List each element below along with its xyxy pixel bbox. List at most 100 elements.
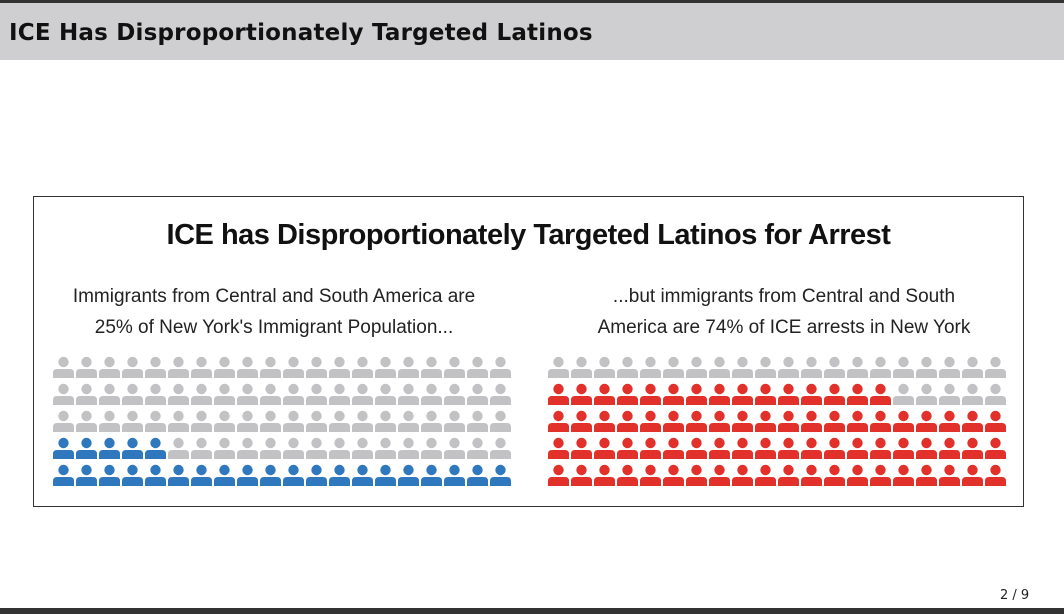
person-head bbox=[921, 410, 932, 422]
person-head bbox=[173, 410, 184, 422]
person-head bbox=[311, 383, 322, 395]
person-head bbox=[173, 437, 184, 449]
person-body bbox=[214, 396, 235, 405]
person-head bbox=[219, 464, 230, 476]
person-head bbox=[875, 356, 886, 368]
person-body bbox=[444, 477, 465, 486]
person-body bbox=[260, 369, 281, 378]
person-icon-highlighted bbox=[709, 437, 730, 459]
person-head bbox=[380, 356, 391, 368]
person-icon-highlighted bbox=[916, 464, 937, 486]
person-head bbox=[990, 410, 1001, 422]
person-body bbox=[283, 369, 304, 378]
person-head bbox=[334, 410, 345, 422]
person-icon bbox=[352, 437, 373, 459]
person-icon-highlighted bbox=[548, 410, 569, 432]
person-head bbox=[875, 464, 886, 476]
person-head bbox=[944, 464, 955, 476]
person-body bbox=[145, 477, 166, 486]
person-icon bbox=[398, 383, 419, 405]
person-icon-highlighted bbox=[778, 464, 799, 486]
person-body bbox=[916, 396, 937, 405]
person-icon bbox=[594, 356, 615, 378]
person-body bbox=[962, 423, 983, 432]
person-head bbox=[288, 383, 299, 395]
person-icon bbox=[168, 410, 189, 432]
person-head bbox=[357, 410, 368, 422]
person-head bbox=[875, 437, 886, 449]
person-body bbox=[709, 423, 730, 432]
person-head bbox=[760, 356, 771, 368]
person-icon-highlighted bbox=[732, 383, 753, 405]
person-body bbox=[939, 477, 960, 486]
person-body bbox=[801, 423, 822, 432]
person-head bbox=[380, 464, 391, 476]
person-head bbox=[806, 437, 817, 449]
person-body bbox=[352, 396, 373, 405]
person-head bbox=[472, 356, 483, 368]
person-head bbox=[576, 410, 587, 422]
person-icon bbox=[145, 356, 166, 378]
person-body bbox=[191, 450, 212, 459]
person-head bbox=[196, 410, 207, 422]
person-head bbox=[173, 464, 184, 476]
person-body bbox=[824, 450, 845, 459]
person-head bbox=[472, 383, 483, 395]
person-body bbox=[939, 450, 960, 459]
person-body bbox=[686, 477, 707, 486]
person-body bbox=[352, 477, 373, 486]
person-body bbox=[594, 423, 615, 432]
person-head bbox=[714, 437, 725, 449]
person-body bbox=[663, 477, 684, 486]
person-icon-highlighted bbox=[801, 410, 822, 432]
person-icon bbox=[490, 410, 511, 432]
person-icon bbox=[237, 437, 258, 459]
person-body bbox=[686, 396, 707, 405]
right-subtitle-line2: America are 74% of ICE arrests in New Yo… bbox=[597, 317, 971, 338]
person-head bbox=[242, 383, 253, 395]
person-body bbox=[352, 450, 373, 459]
person-icon-highlighted bbox=[237, 464, 258, 486]
person-icon bbox=[467, 383, 488, 405]
person-icon bbox=[352, 356, 373, 378]
person-body bbox=[870, 477, 891, 486]
person-body bbox=[594, 477, 615, 486]
person-head bbox=[622, 383, 633, 395]
person-icon bbox=[421, 356, 442, 378]
person-body bbox=[490, 396, 511, 405]
person-body bbox=[398, 396, 419, 405]
person-body bbox=[76, 369, 97, 378]
person-body bbox=[237, 369, 258, 378]
person-icon bbox=[306, 356, 327, 378]
person-icon-highlighted bbox=[870, 437, 891, 459]
person-body bbox=[571, 450, 592, 459]
person-body bbox=[617, 477, 638, 486]
person-body bbox=[801, 450, 822, 459]
person-head bbox=[403, 437, 414, 449]
person-body bbox=[548, 396, 569, 405]
person-head bbox=[783, 437, 794, 449]
person-head bbox=[852, 437, 863, 449]
person-body bbox=[306, 369, 327, 378]
person-icon bbox=[191, 383, 212, 405]
person-body bbox=[191, 396, 212, 405]
person-body bbox=[168, 477, 189, 486]
person-body bbox=[214, 477, 235, 486]
person-head bbox=[472, 437, 483, 449]
person-body bbox=[893, 369, 914, 378]
person-head bbox=[875, 383, 886, 395]
person-body bbox=[467, 450, 488, 459]
person-head bbox=[334, 383, 345, 395]
person-body bbox=[237, 477, 258, 486]
person-head bbox=[875, 410, 886, 422]
person-icon bbox=[893, 356, 914, 378]
person-head bbox=[668, 410, 679, 422]
person-icon-highlighted bbox=[663, 383, 684, 405]
person-head bbox=[668, 356, 679, 368]
person-body bbox=[640, 477, 661, 486]
person-icon-highlighted bbox=[571, 410, 592, 432]
person-body bbox=[709, 369, 730, 378]
person-head bbox=[944, 437, 955, 449]
person-body bbox=[686, 423, 707, 432]
person-body bbox=[306, 477, 327, 486]
